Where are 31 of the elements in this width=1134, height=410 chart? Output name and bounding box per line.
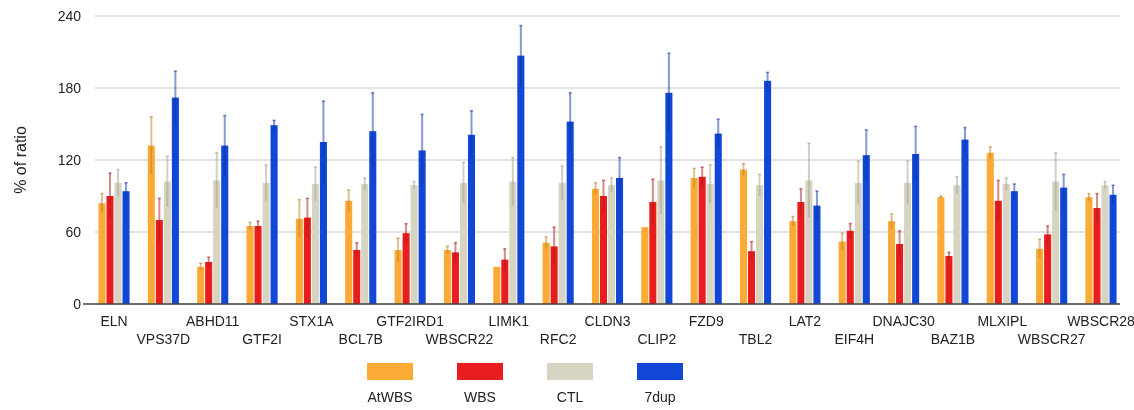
x-tick-label: WBSCR27 [1017,331,1086,347]
y-tick-label: 120 [57,151,82,168]
x-tick-label: RFC2 [539,331,577,347]
x-tick-label: ABHD11 [185,313,240,329]
y-tick-label: 0 [73,295,82,312]
legend-label: CTL [556,389,584,405]
x-tick-label: TBL2 [738,331,773,347]
x-tick-label: ELN [100,313,128,329]
y-tick-label: 60 [65,223,82,240]
x-tick-label: DNAJC30 [872,313,935,329]
x-tick-label: CLDN3 [584,313,631,329]
x-tick-label: EIF4H [834,331,875,347]
x-tick-label: CLIP2 [637,331,677,347]
x-tick-label: WBSCR22 [425,331,494,347]
x-tick-label: VPS37D [136,331,191,347]
y-tick-label: 240 [57,7,82,24]
y-axis-title: % of ratio [12,126,29,194]
x-tick-label: MLXIPL [977,313,1028,329]
x-tick-label: GTF2IRD1 [376,313,445,329]
legend-label: WBS [464,389,496,405]
x-tick-label: GTF2I [242,331,282,347]
legend-label: AtWBS [367,389,413,405]
y-tick-label: 180 [57,79,82,96]
x-tick-label: STX1A [289,313,335,329]
x-tick-label: LIMK1 [488,313,530,329]
legend-label: 7dup [644,389,676,405]
x-tick-label: BCL7B [338,331,383,347]
x-tick-label: WBSCR28 [1067,313,1134,329]
x-tick-label: LAT2 [788,313,822,329]
x-tick-label: BAZ1B [930,331,976,347]
x-tick-label: FZD9 [688,313,724,329]
